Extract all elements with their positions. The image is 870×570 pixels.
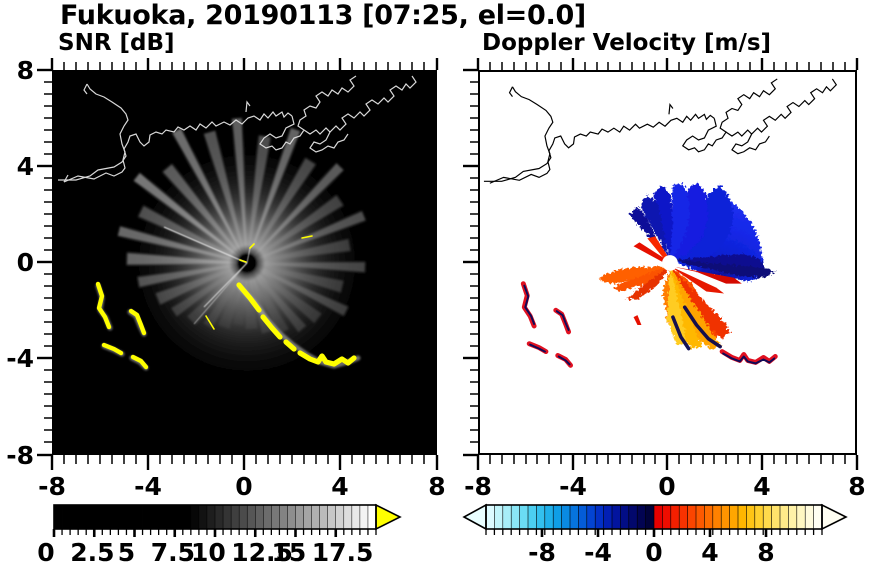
doppler-colorbar-swatches: [485, 504, 823, 530]
snr-ppi-panel: [52, 70, 437, 455]
doppler-colorbar-extend-max-arrow: [821, 503, 848, 531]
snr-coastline: [58, 75, 417, 183]
snr-colorbar-tick-4: 10: [191, 538, 226, 567]
snr-colorbar[interactable]: [46, 503, 402, 537]
snr-panel-title: SNR [dB]: [58, 30, 175, 56]
snr-ytick-0: 0: [16, 248, 34, 277]
doppler-colorbar[interactable]: [460, 503, 850, 537]
snr-colorbar-tick-5: 12.5: [231, 538, 293, 567]
doppler-xtick-4: 4: [753, 472, 771, 501]
snr-ytick-neg8: -8: [6, 441, 34, 470]
island-echo-2: [128, 308, 147, 336]
coast-echo-a: [236, 282, 262, 313]
island-echo-3: [101, 342, 124, 356]
snr-ytick-neg4: -4: [6, 344, 34, 373]
doppler-xtick-neg4: -4: [559, 472, 587, 501]
snr-plot-area: [54, 72, 435, 453]
snr-colorbar-tick-1: 2.5: [70, 538, 115, 567]
snr-colorbar-tick-3: 7.5: [150, 538, 196, 567]
doppler-xtick-0: 0: [658, 472, 676, 501]
snr-radial-streaks: [163, 226, 251, 325]
snr-xtick-8: 8: [428, 472, 446, 501]
page-title: Fukuoka, 20190113 [07:25, el=0.0]: [60, 0, 586, 31]
doppler-xtick-neg8: -8: [464, 472, 492, 501]
doppler-ppi-panel: [478, 70, 857, 455]
doppler-negative-lobe: [629, 183, 776, 282]
snr-colorbar-swatches: [54, 504, 377, 530]
doppler-fringe: [671, 305, 722, 351]
snr-xtick-neg8: -8: [38, 472, 66, 501]
doppler-plot-area: [480, 75, 855, 450]
coast-echo-b: [260, 314, 283, 340]
doppler-xtick-8: 8: [848, 472, 866, 501]
snr-colorbar-tick-2: 5: [117, 538, 136, 567]
doppler-colorbar-tick-0: -8: [528, 538, 556, 567]
snr-colorbar-tick-0: 0: [37, 538, 55, 567]
doppler-colorbar-tick-4: 8: [757, 538, 775, 567]
snr-xtick-neg4: -4: [134, 472, 162, 501]
island-echo-1: [95, 281, 112, 330]
snr-xtick-4: 4: [331, 472, 349, 501]
doppler-colorbar-tick-2: 0: [645, 538, 663, 567]
snr-xtick-0: 0: [235, 472, 253, 501]
snr-ytick-8: 8: [16, 56, 34, 85]
doppler-velocity-field: [520, 183, 778, 368]
snr-land-echoes: [95, 235, 361, 371]
radar-origin-gap: [662, 255, 678, 271]
doppler-positive-lobe: [598, 265, 730, 349]
doppler-colorbar-extend-min-arrow: [462, 503, 487, 531]
doppler-colorbar-ticks: [485, 529, 823, 537]
snr-colorbar-tick-6: 15: [271, 538, 307, 567]
doppler-coastline: [483, 78, 838, 184]
doppler-colorbar-tick-1: -4: [584, 538, 612, 567]
snr-colorbar-tick-7: 17.5: [311, 538, 374, 567]
doppler-panel-title: Doppler Velocity [m/s]: [482, 30, 772, 56]
island-echo-4: [130, 354, 149, 370]
snr-ytick-4: 4: [16, 152, 34, 181]
snr-colorbar-ticks: [52, 529, 377, 537]
doppler-island-echoes: [520, 281, 778, 368]
snr-colorbar-extend-max-arrow: [375, 503, 402, 531]
doppler-colorbar-tick-3: 4: [701, 538, 719, 567]
